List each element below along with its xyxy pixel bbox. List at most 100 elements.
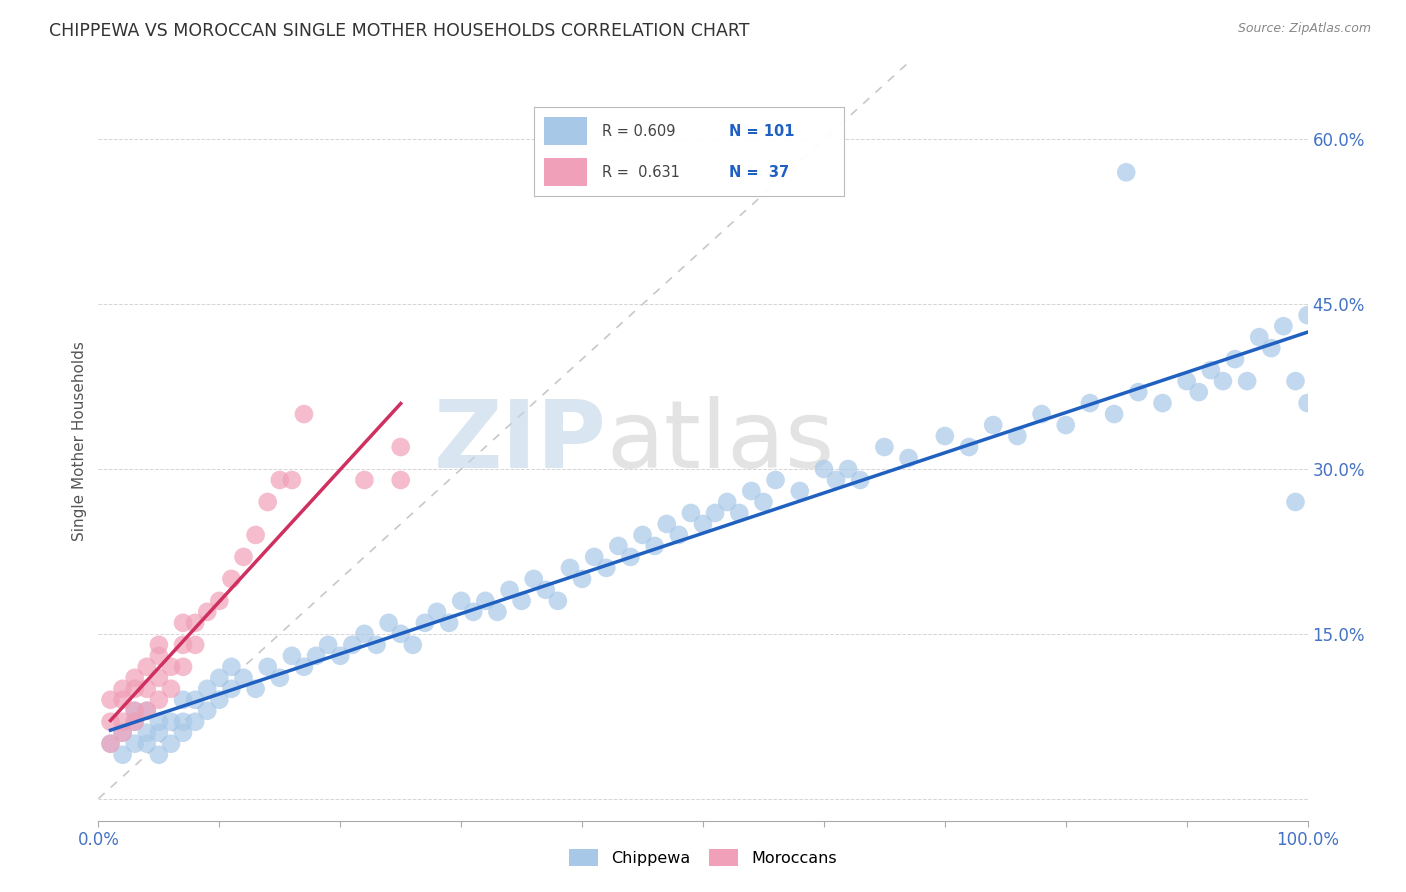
Point [184, 615, 207, 630]
Point [269, 473, 291, 487]
Point [1296, 308, 1319, 322]
Point [111, 714, 134, 729]
Point [426, 605, 449, 619]
Point [148, 747, 170, 762]
Point [873, 440, 896, 454]
Point [160, 660, 183, 674]
Point [534, 582, 557, 597]
Point [316, 638, 339, 652]
Point [571, 572, 593, 586]
Point [232, 549, 254, 564]
Point [100, 737, 122, 751]
Point [957, 440, 980, 454]
Text: CHIPPEWA VS MOROCCAN SINGLE MOTHER HOUSEHOLDS CORRELATION CHART: CHIPPEWA VS MOROCCAN SINGLE MOTHER HOUSE… [49, 22, 749, 40]
Point [1188, 385, 1211, 400]
Point [160, 737, 183, 751]
Point [184, 692, 207, 706]
Point [837, 462, 859, 476]
Point [1212, 374, 1234, 388]
Point [208, 671, 231, 685]
Point [353, 627, 375, 641]
Point [765, 473, 787, 487]
Point [619, 549, 641, 564]
Point [1223, 352, 1246, 367]
Point [135, 681, 157, 696]
Point [221, 660, 243, 674]
Point [692, 516, 714, 531]
Point [1272, 319, 1295, 334]
Point [148, 692, 170, 706]
Bar [544, 117, 586, 145]
Point [704, 506, 727, 520]
Point [1007, 429, 1029, 443]
Point [184, 714, 207, 729]
Point [135, 660, 157, 674]
Point [510, 594, 533, 608]
Point [463, 605, 485, 619]
Point [402, 638, 425, 652]
Point [100, 737, 122, 751]
Point [269, 671, 291, 685]
Point [450, 594, 472, 608]
Point [1128, 385, 1150, 400]
Point [558, 561, 581, 575]
Point [292, 660, 315, 674]
Point [1115, 165, 1137, 179]
Point [160, 714, 183, 729]
Bar [544, 158, 586, 186]
Point [172, 692, 194, 706]
Point [655, 516, 678, 531]
Text: Source: ZipAtlas.com: Source: ZipAtlas.com [1237, 22, 1371, 36]
Point [111, 725, 134, 739]
Point [353, 473, 375, 487]
Point [1102, 407, 1125, 421]
Point [135, 725, 157, 739]
Point [377, 615, 399, 630]
Point [172, 725, 194, 739]
Point [124, 704, 146, 718]
Point [111, 692, 134, 706]
Point [1078, 396, 1101, 410]
Point [547, 594, 569, 608]
Point [498, 582, 520, 597]
Text: atlas: atlas [606, 395, 835, 488]
Point [934, 429, 956, 443]
Point [100, 714, 122, 729]
Point [172, 638, 194, 652]
Point [148, 671, 170, 685]
Point [342, 638, 364, 652]
Point [752, 495, 775, 509]
Point [221, 681, 243, 696]
Point [124, 737, 146, 751]
Point [172, 615, 194, 630]
Text: R =  0.631: R = 0.631 [602, 165, 681, 179]
Point [1296, 396, 1319, 410]
Point [135, 737, 157, 751]
Point [124, 671, 146, 685]
Point [208, 692, 231, 706]
Point [160, 681, 183, 696]
Point [389, 440, 412, 454]
Point [148, 638, 170, 652]
Point [595, 561, 617, 575]
Point [1175, 374, 1198, 388]
Point [1152, 396, 1174, 410]
Text: R = 0.609: R = 0.609 [602, 124, 676, 138]
Point [1249, 330, 1271, 344]
Point [111, 725, 134, 739]
Point [631, 528, 654, 542]
Point [389, 627, 412, 641]
Point [124, 681, 146, 696]
Point [1284, 374, 1306, 388]
Point [256, 495, 278, 509]
Point [1199, 363, 1222, 377]
Point [849, 473, 872, 487]
Point [825, 473, 848, 487]
Legend: Chippewa, Moroccans: Chippewa, Moroccans [569, 849, 837, 866]
Point [172, 714, 194, 729]
Point [1284, 495, 1306, 509]
Point [668, 528, 690, 542]
Point [305, 648, 328, 663]
Point [281, 473, 304, 487]
Point [474, 594, 496, 608]
